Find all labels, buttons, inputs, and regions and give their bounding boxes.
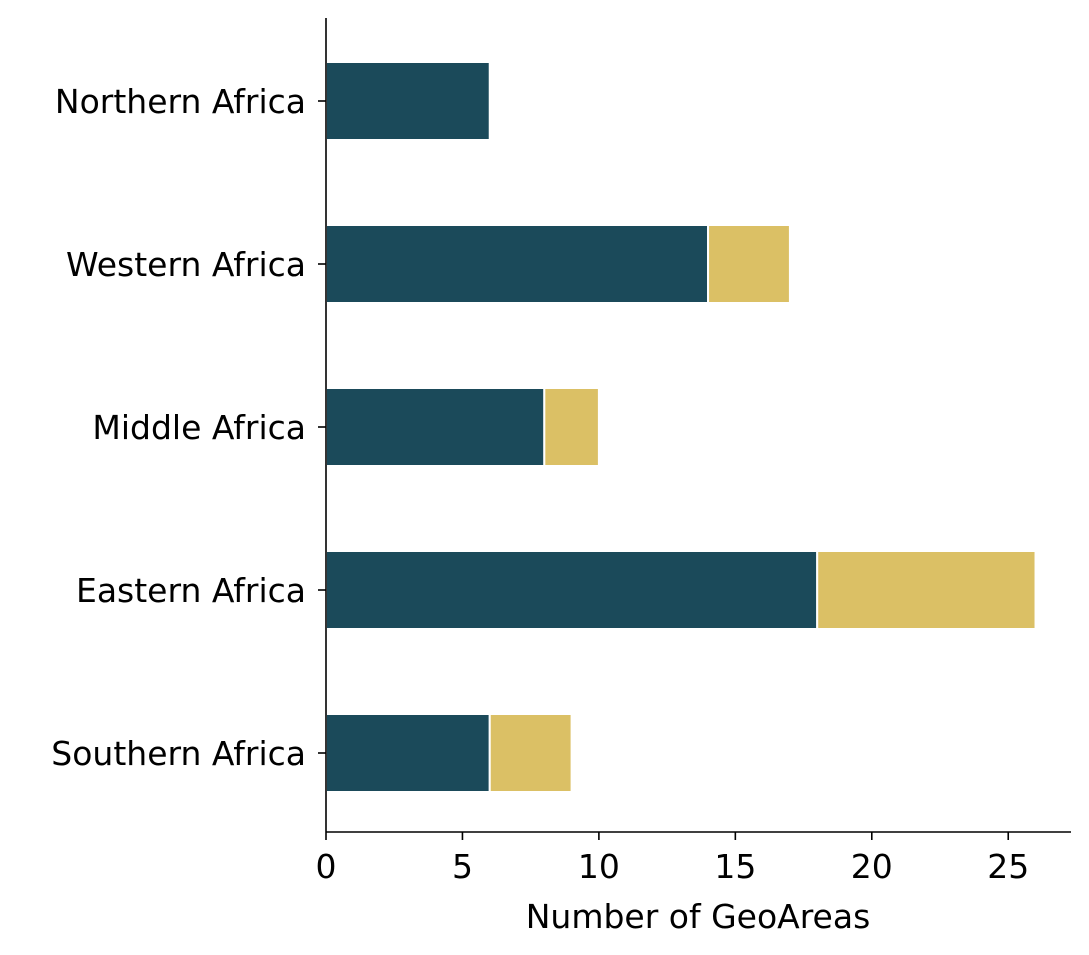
y-tick-label: Western Africa	[66, 245, 306, 284]
x-axis-title: Number of GeoAreas	[526, 897, 871, 936]
y-ticks-group: Northern Africa Western Africa Middle Afri…	[51, 82, 326, 773]
bar-2-middle-africa	[543, 387, 600, 467]
x-tick-label: 5	[452, 847, 473, 886]
y-tick-label: Eastern Africa	[76, 571, 306, 610]
y-tick-label: Northern Africa	[55, 82, 306, 121]
bar-1-northern-africa	[325, 61, 491, 141]
x-ticks-group: 0 5 10 15 20 25	[316, 832, 1029, 886]
x-tick-label: 0	[316, 847, 337, 886]
bar-1-eastern-africa	[325, 550, 819, 630]
y-tick-label: Middle Africa	[92, 408, 306, 447]
bar-1-southern-africa	[325, 713, 491, 793]
x-tick-label: 15	[714, 847, 756, 886]
bar-1-middle-africa	[325, 387, 546, 467]
bar-2-southern-africa	[488, 713, 573, 793]
bar-2-western-africa	[707, 224, 791, 304]
bars-group	[325, 61, 1037, 793]
bar-2-eastern-africa	[816, 550, 1037, 630]
bar-1-western-africa	[325, 224, 710, 304]
y-tick-label: Southern Africa	[51, 734, 306, 773]
x-tick-label: 10	[578, 847, 620, 886]
axes-group	[325, 18, 1071, 833]
x-tick-label: 25	[987, 847, 1029, 886]
x-tick-label: 20	[851, 847, 893, 886]
